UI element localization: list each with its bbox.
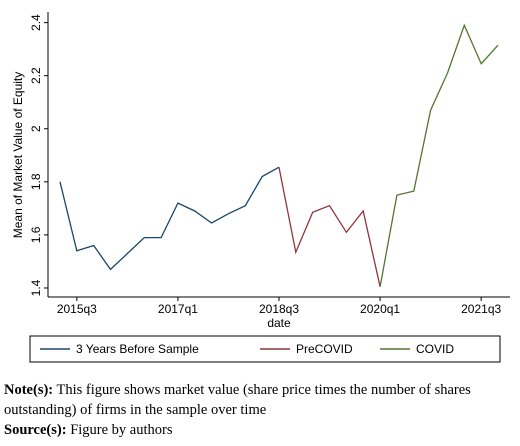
- series-line: [379, 23, 499, 287]
- y-tick-label: 2: [29, 125, 43, 132]
- x-tick-label: 2018q3: [259, 302, 299, 316]
- y-axis-label: Mean of Market Value of Equity: [11, 72, 25, 239]
- legend-label: COVID: [416, 342, 454, 356]
- x-tick-label: 2021q3: [461, 302, 501, 316]
- legend-label: 3 Years Before Sample: [76, 342, 199, 356]
- x-tick-label: 2017q1: [158, 302, 198, 316]
- source-label: Source(s):: [4, 422, 67, 438]
- x-tick-label: 2020q1: [360, 302, 400, 316]
- note: Note(s): This figure shows market value …: [4, 380, 516, 420]
- y-tick-label: 1.4: [29, 279, 43, 296]
- x-axis-label: date: [267, 316, 291, 330]
- x-tick-label: 2015q3: [57, 302, 97, 316]
- source-text: Figure by authors: [70, 422, 173, 438]
- source: Source(s): Figure by authors: [4, 420, 516, 440]
- note-text: This figure shows market value (share pr…: [4, 382, 471, 418]
- chart: Mean of Market Value of Equity date 1.4 1…: [11, 12, 510, 363]
- legend-label: PreCOVID: [296, 342, 353, 356]
- series-line: [59, 166, 280, 271]
- notes: Note(s): This figure shows market value …: [4, 380, 516, 440]
- y-tick-label: 1.8: [29, 173, 43, 190]
- note-label: Note(s):: [4, 382, 54, 398]
- y-tick-label: 2.2: [29, 67, 43, 84]
- y-tick-label: 1.6: [29, 226, 43, 243]
- series-line: [278, 167, 381, 287]
- y-tick-label: 2.4: [29, 14, 43, 31]
